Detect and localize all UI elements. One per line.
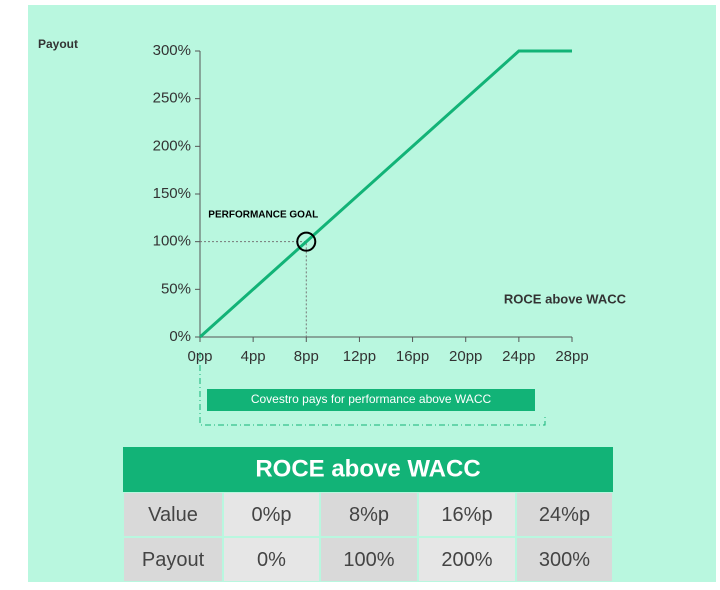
- x-tick-label: 12pp: [343, 348, 376, 365]
- table-cell: [419, 493, 515, 536]
- table-title: ROCE above WACC: [255, 455, 480, 482]
- goal-marker: [296, 231, 317, 252]
- table-cell-text: 300%: [539, 549, 590, 571]
- x-tick-label: 24pp: [502, 348, 535, 365]
- x-axis-label: ROCE above WACC: [504, 291, 627, 306]
- y-tick-label: 200%: [153, 137, 191, 154]
- table-cell-text: 200%: [441, 549, 492, 571]
- table-cell: [124, 538, 222, 581]
- table-cell: [321, 493, 417, 536]
- x-tick-label: 20pp: [449, 348, 482, 365]
- y-axis-label: Payout: [38, 37, 78, 51]
- annotation: PERFORMANCE GOAL: [208, 209, 318, 220]
- table-cell: [419, 538, 515, 581]
- table-cell: [517, 493, 612, 536]
- banner-box: [207, 389, 535, 411]
- y-tick-label: 0%: [169, 328, 191, 345]
- y-tick-label: 300%: [153, 42, 191, 59]
- table-cell-text: Payout: [142, 549, 205, 571]
- guide-line: [200, 241, 307, 337]
- table-cell-text: 0%: [257, 549, 286, 571]
- x-tick-label: 8pp: [294, 348, 319, 365]
- table-cell-text: 16%p: [441, 504, 492, 526]
- x-tick-label: 0pp: [187, 348, 212, 365]
- banner-text: Covestro pays for performance above WACC: [251, 392, 492, 406]
- table-cell-text: 100%: [343, 549, 394, 571]
- table-cell: [321, 538, 417, 581]
- table-cell: [517, 538, 612, 581]
- table-cell: [224, 493, 319, 536]
- table-cell-text: Value: [148, 504, 198, 526]
- table-cell-text: 8%p: [349, 504, 389, 526]
- x-tick-label: 28pp: [555, 348, 588, 365]
- table-cell-text: 0%p: [251, 504, 291, 526]
- y-tick-label: 150%: [153, 185, 191, 202]
- table-header: [123, 447, 613, 492]
- y-tick-label: 100%: [153, 233, 191, 250]
- x-tick-label: 16pp: [396, 348, 429, 365]
- y-tick-label: 250%: [153, 90, 191, 107]
- table-cell: [224, 538, 319, 581]
- table-cell: [124, 493, 222, 536]
- table-cell-text: 24%p: [539, 504, 590, 526]
- line: [198, 49, 572, 339]
- x-tick-label: 4pp: [241, 348, 266, 365]
- y-tick-label: 50%: [161, 280, 191, 297]
